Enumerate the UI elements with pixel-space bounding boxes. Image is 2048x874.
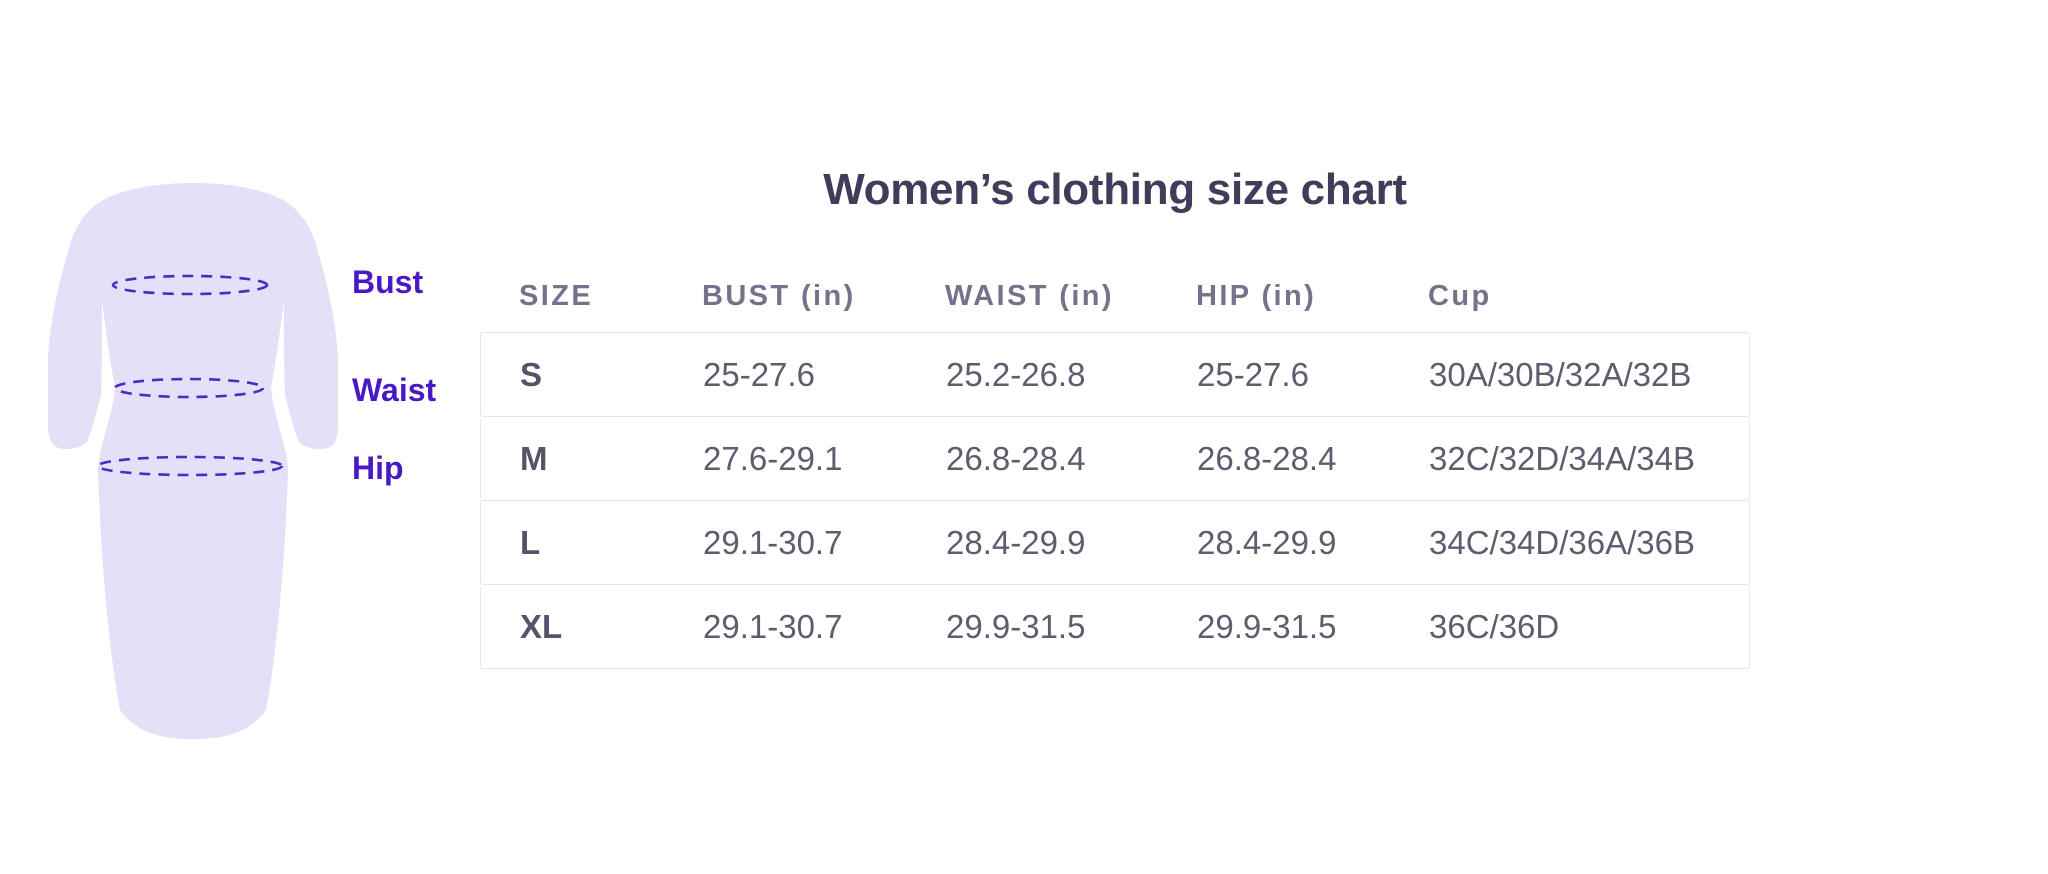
size-chart-table: S 25-27.6 25.2-26.8 25-27.6 30A/30B/32A/… (480, 332, 1750, 669)
column-header-waist: WAIST (in) (945, 280, 1114, 312)
size-cell: M (520, 439, 548, 477)
waist-cell: 28.4-29.9 (946, 523, 1086, 561)
bust-cell: 25-27.6 (703, 355, 815, 393)
hip-label: Hip (352, 450, 404, 486)
size-cell: S (520, 355, 543, 393)
hip-cell: 28.4-29.9 (1197, 523, 1337, 561)
hip-cell: 29.9-31.5 (1197, 607, 1337, 645)
table-row: L 29.1-30.7 28.4-29.9 28.4-29.9 34C/34D/… (480, 500, 1750, 585)
table-row: XL 29.1-30.7 29.9-31.5 29.9-31.5 36C/36D (480, 584, 1750, 669)
waist-label: Waist (352, 372, 437, 408)
bust-cell: 27.6-29.1 (703, 439, 843, 477)
table-row: M 27.6-29.1 26.8-28.4 26.8-28.4 32C/32D/… (480, 416, 1750, 501)
hip-measurement-ellipse (96, 455, 284, 477)
waist-measurement-ellipse (113, 377, 265, 399)
bust-measurement-ellipse (111, 274, 269, 296)
size-cell: L (520, 523, 541, 561)
bust-cell: 29.1-30.7 (703, 523, 843, 561)
cup-cell: 36C/36D (1429, 607, 1560, 645)
hip-cell: 26.8-28.4 (1197, 439, 1337, 477)
bust-label: Bust (352, 264, 424, 300)
dress-silhouette (48, 183, 338, 739)
column-header-cup: Cup (1428, 280, 1492, 312)
cup-cell: 34C/34D/36A/36B (1429, 523, 1696, 561)
dress-illustration (48, 183, 338, 739)
waist-cell: 25.2-26.8 (946, 355, 1086, 393)
column-header-bust: BUST (in) (702, 280, 856, 312)
waist-cell: 26.8-28.4 (946, 439, 1086, 477)
column-header-hip: HIP (in) (1196, 280, 1317, 312)
waist-cell: 29.9-31.5 (946, 607, 1086, 645)
table-row: S 25-27.6 25.2-26.8 25-27.6 30A/30B/32A/… (480, 332, 1750, 417)
cup-cell: 30A/30B/32A/32B (1429, 355, 1692, 393)
bust-cell: 29.1-30.7 (703, 607, 843, 645)
page-title: Women’s clothing size chart (823, 165, 1407, 214)
column-header-size: SIZE (519, 280, 594, 312)
hip-cell: 25-27.6 (1197, 355, 1309, 393)
cup-cell: 32C/32D/34A/34B (1429, 439, 1696, 477)
size-cell: XL (520, 607, 563, 645)
table-header-row: SIZE BUST (in) WAIST (in) HIP (in) Cup (480, 282, 1750, 311)
